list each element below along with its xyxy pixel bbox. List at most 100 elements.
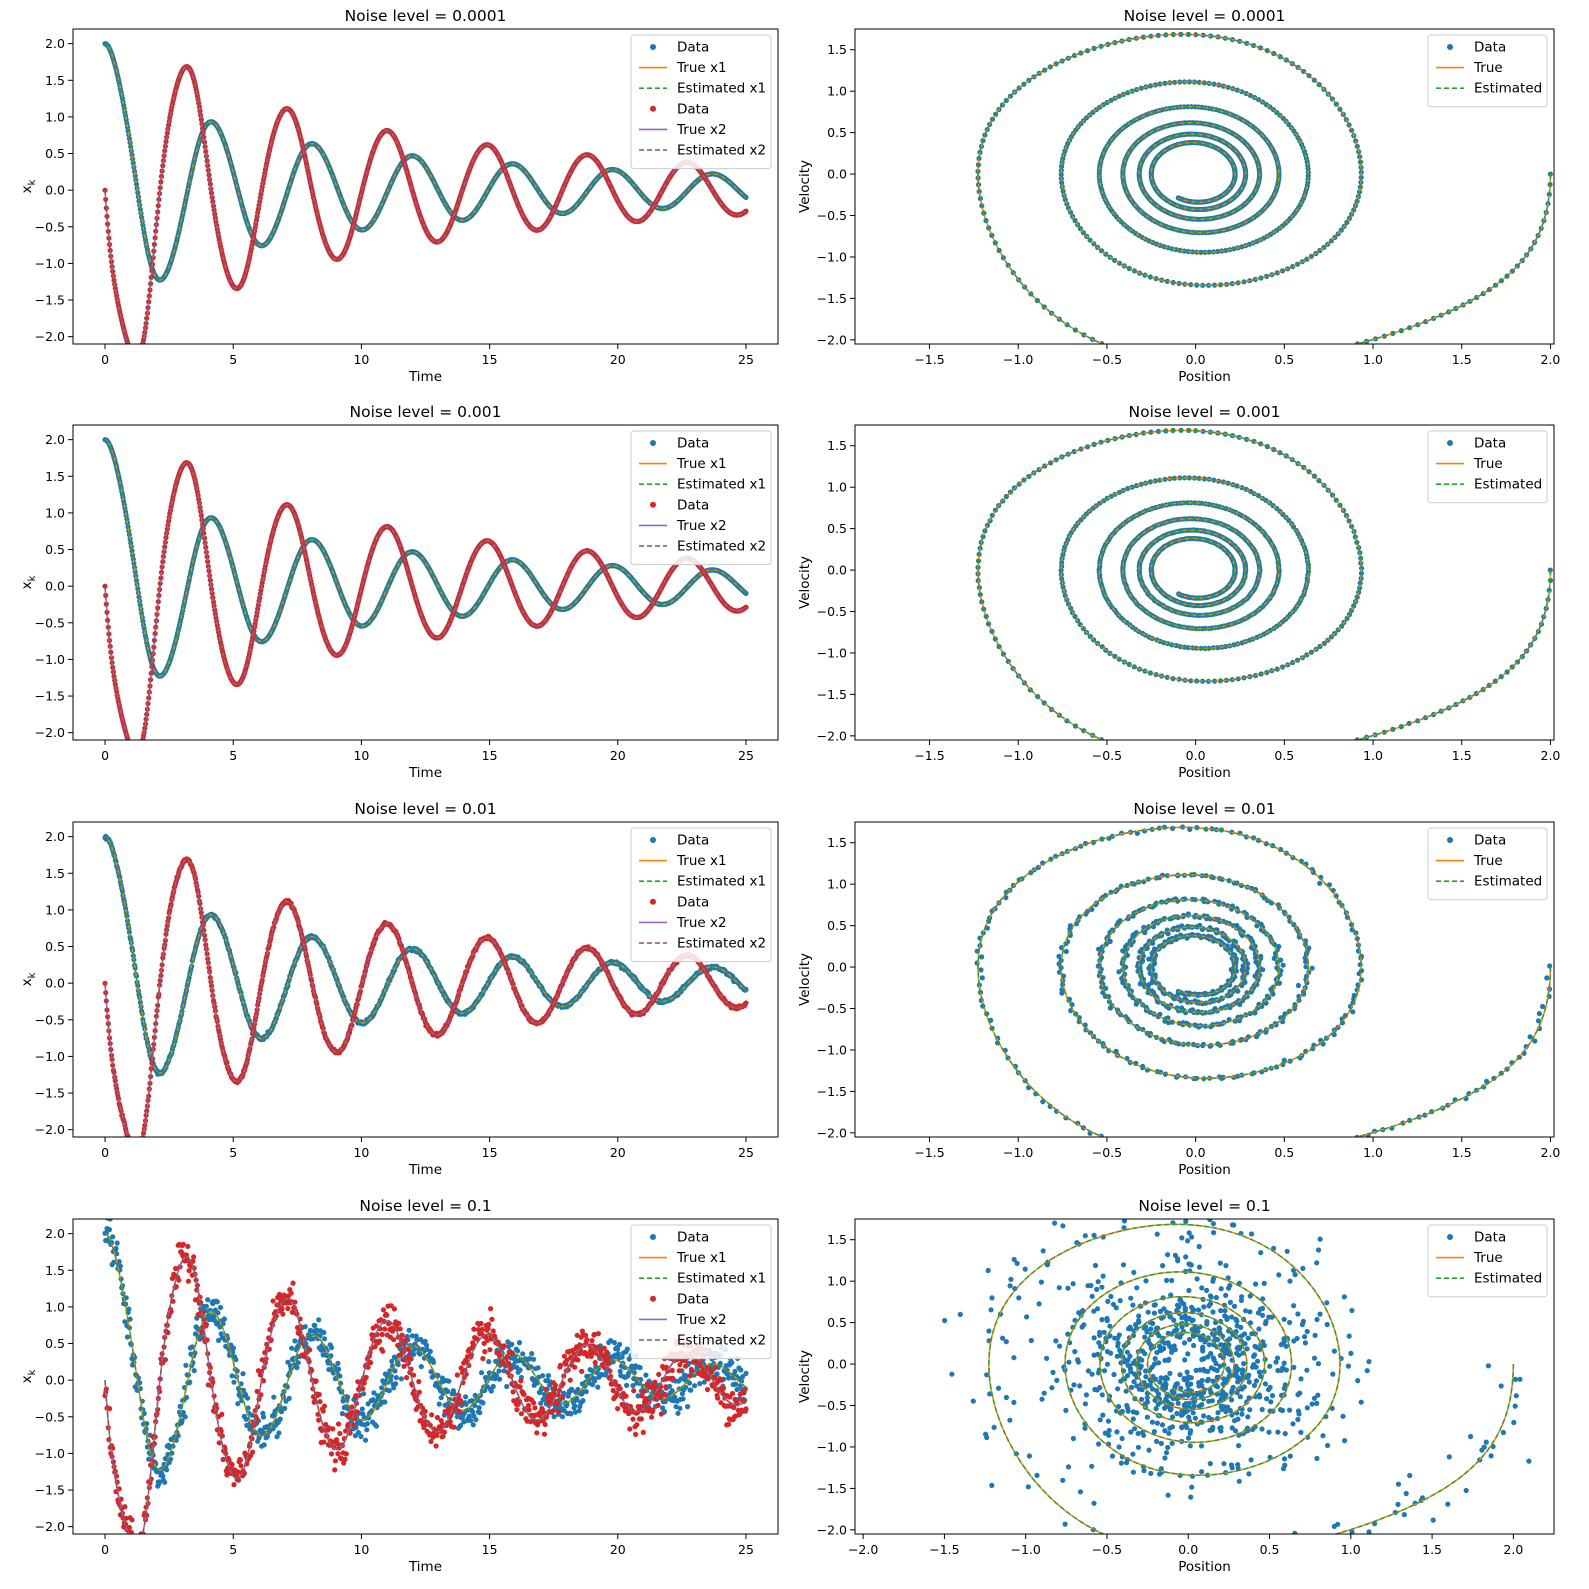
data-point [128, 347, 133, 352]
data-point [137, 749, 142, 754]
data-point [129, 351, 134, 356]
data-point [131, 751, 136, 756]
x-tick-label: 25 [738, 352, 754, 367]
x-tick-label: 0.5 [1274, 352, 1294, 367]
data-point [128, 744, 133, 749]
data-point [133, 752, 138, 757]
data-point [1167, 360, 1172, 365]
legend-marker [1447, 44, 1453, 50]
x-tick-label: 5 [229, 352, 237, 367]
data-point [139, 347, 144, 352]
y-tick-label: 2.0 [45, 36, 65, 51]
legend-label: Estimated x1 [677, 81, 766, 97]
data-point [131, 355, 136, 360]
x-axis-label: Time [408, 369, 442, 385]
y-axis-label: Velocity [797, 160, 813, 213]
data-point [129, 352, 134, 357]
x-tick-label: 0.0 [1186, 352, 1206, 367]
data-point [1308, 352, 1313, 357]
y-tick-label: −0.5 [817, 208, 847, 223]
y-tick-label: 0.0 [45, 183, 65, 198]
y-tick-label: −1.5 [35, 293, 65, 308]
legend-label: Data [1474, 40, 1506, 56]
legend-marker [650, 105, 656, 112]
data-point [127, 742, 132, 747]
data-point [1238, 362, 1243, 367]
data-point [134, 753, 139, 758]
data-point [1228, 362, 1233, 367]
x-axis-label: Position [1178, 369, 1231, 385]
data-point [133, 356, 138, 361]
x-tick-label: 1.5 [1452, 352, 1472, 367]
data-point [1318, 350, 1323, 355]
y-tick-label: −1.5 [817, 291, 847, 306]
data-point [141, 739, 144, 740]
data-point [129, 747, 134, 752]
data-point [136, 750, 141, 755]
plot-content [975, 31, 1553, 367]
data-point [138, 745, 143, 750]
legend-label: Estimated x2 [677, 143, 766, 159]
data-point [127, 343, 130, 344]
y-tick-label: −2.0 [817, 332, 847, 347]
y-tick-label: 0.5 [45, 146, 65, 161]
x-tick-label: 1.0 [1363, 352, 1383, 367]
phase-panel-0: Noise level = 0.0001−1.5 −1.0 −0.5 0.0 0.5 1.… [797, 7, 1560, 385]
legend-label: True [1473, 60, 1503, 76]
data-point [1298, 354, 1303, 359]
legend-label: Estimated [1474, 81, 1542, 97]
data-point [1268, 359, 1273, 364]
estimated-x2-line [104, 65, 747, 344]
data-point [102, 187, 108, 193]
data-point [1258, 360, 1263, 365]
estimated-x1-line [104, 42, 747, 281]
legend-marker [650, 44, 656, 50]
y-tick-label: 0.0 [827, 167, 847, 182]
data-point [138, 349, 143, 354]
data-point [129, 748, 134, 753]
panel-title: Noise level = 0.0001 [345, 7, 507, 25]
y-tick-label: 0.5 [827, 125, 847, 140]
legend-label: True x2 [676, 122, 727, 138]
data-point [127, 739, 130, 740]
data-point [130, 749, 135, 754]
y-tick-label: −0.5 [35, 219, 65, 234]
y-axis-label: xk [19, 179, 38, 193]
x-tick-label: 15 [482, 352, 498, 367]
data-point [1337, 346, 1342, 351]
data-point [1157, 358, 1162, 363]
data-point [138, 351, 143, 356]
plot-content [102, 41, 749, 362]
y-tick-label: −1.0 [35, 256, 65, 271]
data-point [128, 745, 133, 750]
data-point [1127, 351, 1132, 356]
data-point [1108, 345, 1113, 350]
legend-label: True x1 [676, 60, 727, 76]
x-tick-label: −1.5 [914, 352, 944, 367]
data-point [127, 346, 132, 351]
data-point [141, 343, 144, 344]
x-tick-label: −1.0 [1003, 352, 1033, 367]
legend-label: Data [677, 40, 709, 56]
data-point [131, 354, 136, 359]
legend-label: Data [677, 101, 709, 117]
data-point [1248, 361, 1253, 366]
data-point [131, 750, 136, 755]
data-point [132, 752, 137, 757]
y-tick-label: 1.5 [45, 73, 65, 88]
panel-title: Noise level = 0.001 [350, 403, 502, 421]
y-tick-label: 1.0 [827, 84, 847, 99]
data-point [132, 356, 137, 361]
data-point [136, 751, 141, 756]
y-tick-label: 1.0 [45, 109, 65, 124]
data-point [135, 356, 140, 361]
x-tick-label: 2.0 [1541, 352, 1561, 367]
data-point [134, 357, 139, 362]
data-point [133, 357, 138, 362]
legend-box [630, 34, 772, 170]
data-point [1147, 356, 1152, 361]
y-tick-label: 1.5 [827, 42, 847, 57]
